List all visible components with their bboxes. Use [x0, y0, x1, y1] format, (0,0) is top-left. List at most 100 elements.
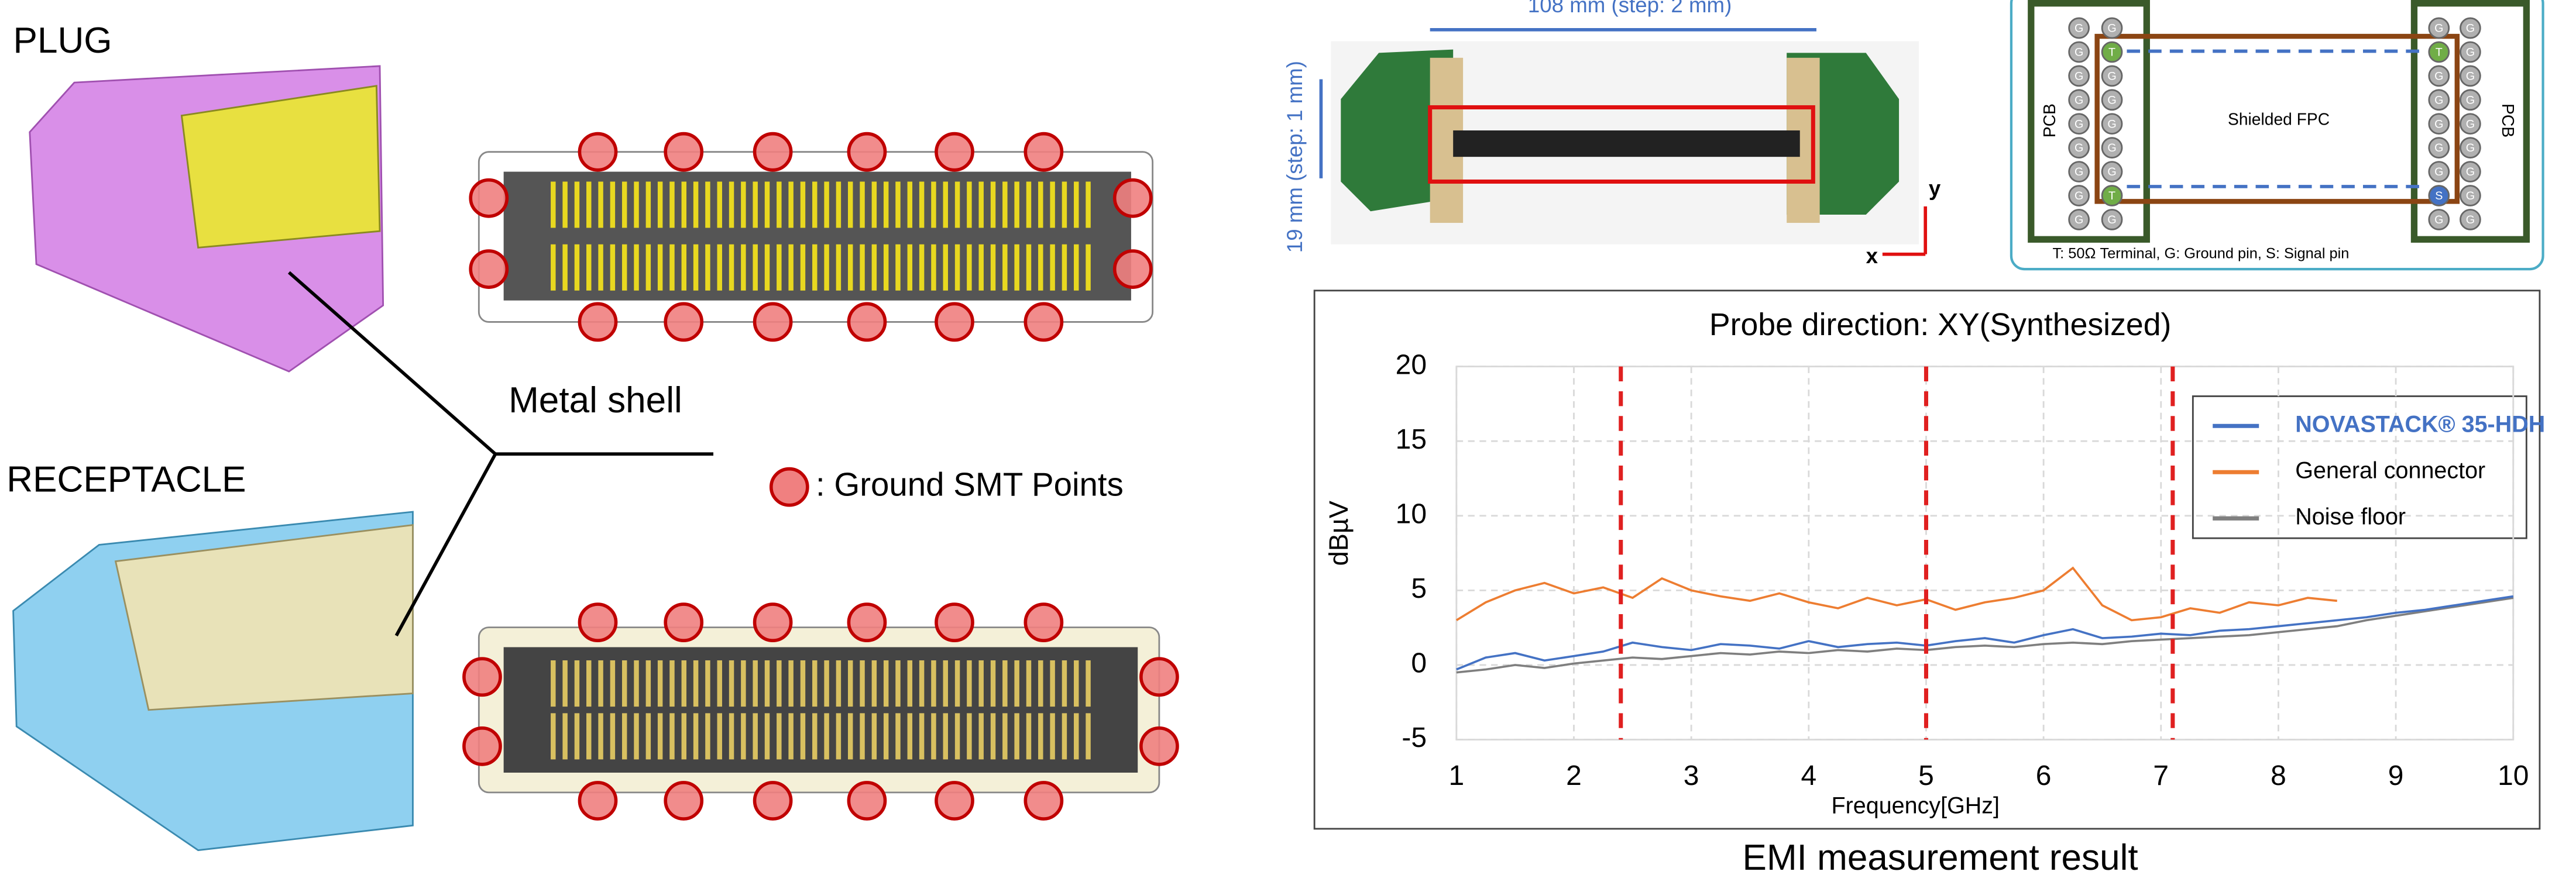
- pin-label: G: [2107, 166, 2116, 178]
- leader-line: [394, 453, 497, 637]
- y-tick-label: 15: [1396, 424, 1427, 455]
- legend-label: NOVASTACK® 35-HDH: [2295, 412, 2545, 437]
- x-tick-label: 8: [2271, 760, 2286, 791]
- pin: [2428, 65, 2450, 87]
- ground-point: [664, 781, 704, 821]
- ground-point: [935, 302, 974, 342]
- x-tick-label: 4: [1801, 760, 1816, 791]
- ground-point: [664, 132, 704, 172]
- pin-label: G: [2466, 166, 2475, 178]
- footprint-body: [503, 647, 1138, 773]
- pin-label: G: [2434, 94, 2443, 106]
- ground-point: [847, 302, 887, 342]
- pin-label: T: [2436, 46, 2443, 59]
- ground-point: [664, 602, 704, 643]
- x-tick-label: 7: [2153, 760, 2169, 791]
- pin: [2068, 41, 2090, 63]
- receptacle-pins: [114, 524, 414, 711]
- fpc-cable: [1453, 130, 1800, 157]
- pin-label: G: [2434, 118, 2443, 130]
- ground-point: [462, 657, 502, 697]
- x-axis-label: Frequency[GHz]: [1832, 793, 2000, 819]
- pin: [2101, 137, 2123, 159]
- pin-label: G: [2466, 46, 2475, 59]
- y-tick-label: 0: [1411, 648, 1427, 679]
- legend-label: General connector: [2295, 458, 2485, 484]
- pin: [2101, 209, 2123, 230]
- scan-area: [1428, 105, 1815, 184]
- pcb-left: [1341, 49, 1454, 212]
- pin-label: G: [2466, 142, 2475, 154]
- chart-title: Probe direction: XY(Synthesized): [1709, 307, 2172, 342]
- pin-label: G: [2074, 166, 2083, 178]
- pin-label: G: [2074, 46, 2083, 59]
- series-line: [1456, 595, 2514, 671]
- pin-label: G: [2107, 22, 2116, 35]
- metal-shell-label: Metal shell: [509, 380, 682, 421]
- pin-label: T: [2108, 46, 2115, 59]
- pin: [2428, 17, 2450, 39]
- pin: [2460, 17, 2481, 39]
- ground-legend-symbol: [769, 467, 809, 507]
- ground-point: [469, 178, 509, 218]
- pin-label: G: [2466, 118, 2475, 130]
- leader-line: [287, 271, 497, 456]
- receptacle-label: RECEPTACLE: [6, 460, 246, 500]
- pin: [2460, 113, 2481, 135]
- ground-point: [1112, 178, 1153, 218]
- ground-point: [578, 781, 618, 821]
- pin-label: G: [2107, 70, 2116, 82]
- footprint-body: [503, 171, 1131, 301]
- ground-point: [1023, 302, 1064, 342]
- pin-label: S: [2435, 190, 2443, 202]
- pin-label: G: [2107, 142, 2116, 154]
- pin-label: T: [2108, 190, 2115, 202]
- width-label: 19 mm (step: 1 mm): [1283, 61, 1307, 253]
- pin: [2428, 113, 2450, 135]
- pin: [2101, 65, 2123, 87]
- x-tick-label: 3: [1684, 760, 1699, 791]
- ground-point: [578, 132, 618, 172]
- ground-point: [1139, 657, 1179, 697]
- pcb-box: [2028, 0, 2150, 243]
- series-line: [1455, 566, 2337, 622]
- pin: [2101, 41, 2123, 63]
- pin: [2101, 161, 2123, 182]
- pin-label: G: [2466, 213, 2475, 226]
- pin: [2068, 89, 2090, 111]
- pin-label: G: [2434, 166, 2443, 178]
- pin: [2068, 209, 2090, 230]
- chart-caption: EMI measurement result: [1743, 838, 2138, 875]
- axis-y-label: y: [1929, 176, 1941, 200]
- pin: [2460, 209, 2481, 230]
- ground-point: [847, 781, 887, 821]
- ground-point: [753, 302, 793, 342]
- ground-point: [1112, 249, 1153, 289]
- ground-point: [469, 249, 509, 289]
- ground-point: [847, 132, 887, 172]
- pin: [2460, 137, 2481, 159]
- ground-point: [935, 781, 974, 821]
- x-tick-label: 1: [1448, 760, 1464, 791]
- pin: [2428, 209, 2450, 230]
- y-tick-label: 5: [1411, 573, 1427, 604]
- ground-point: [1023, 781, 1064, 821]
- plug-pins: [180, 85, 381, 249]
- y-tick-label: -5: [1402, 722, 1427, 753]
- x-tick-label: 2: [1566, 760, 1582, 791]
- pin-label: G: [2466, 190, 2475, 202]
- pin: [2068, 161, 2090, 182]
- pin: [2068, 185, 2090, 206]
- cable-label: Shielded FPC: [2228, 110, 2330, 129]
- pin: [2068, 17, 2090, 39]
- pin: [2460, 161, 2481, 182]
- ground-point: [462, 726, 502, 766]
- pin-label: G: [2074, 22, 2083, 35]
- ground-point: [578, 302, 618, 342]
- pin: [2068, 113, 2090, 135]
- diagram-caption: T: 50Ω Terminal, G: Ground pin, S: Signa…: [2052, 245, 2349, 261]
- axis-x-label: x: [1866, 244, 1878, 268]
- pin-label: G: [2107, 118, 2116, 130]
